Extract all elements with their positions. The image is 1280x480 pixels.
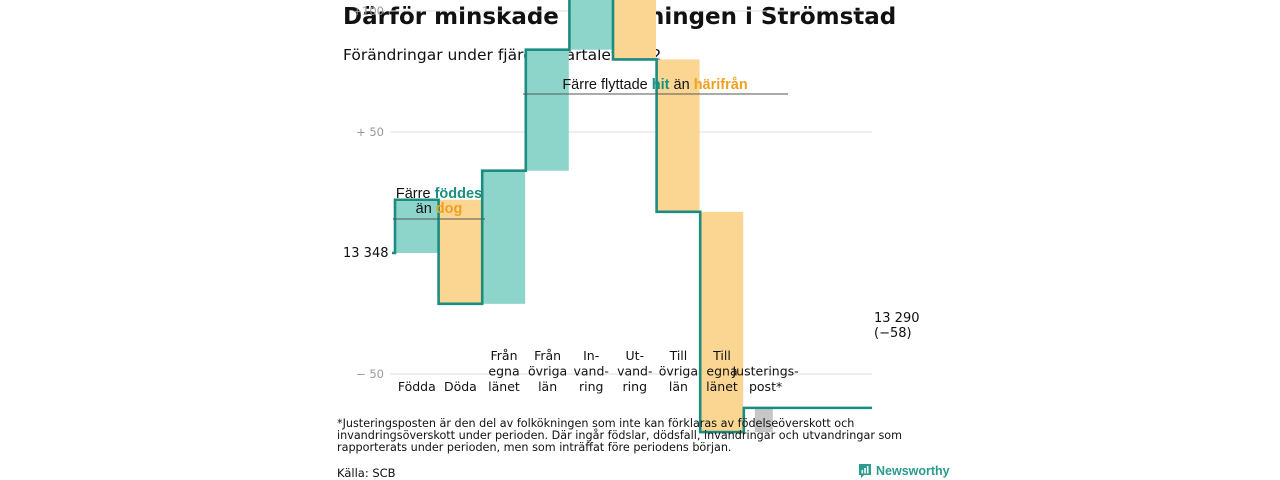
running-total-line: [392, 0, 872, 434]
annotation-emphasis-born: föddes: [435, 186, 483, 202]
footnote: *Justeringsposten är den del av folkökni…: [337, 417, 903, 454]
y-axis-tick-labels: +100 + 50 − 50: [352, 4, 384, 381]
bar-inflow: [482, 170, 526, 304]
annotation-emphasis-died: dog: [436, 201, 463, 217]
y-tick-label: + 50: [356, 125, 384, 139]
annotation-text: Färre: [396, 186, 431, 202]
newsworthy-icon: [859, 464, 871, 478]
category-label: Från egna länet: [488, 348, 520, 394]
annotation-text: Färre flyttade: [562, 77, 647, 93]
brand-logo: Newsworthy: [858, 463, 950, 479]
bars: [395, 0, 773, 433]
end-change-label: (−58): [874, 326, 912, 341]
source: Källa: SCB: [337, 466, 396, 480]
category-label: Justerings-post*: [731, 364, 798, 395]
start-value-label: 13 348: [343, 246, 389, 261]
y-tick-label: − 50: [356, 367, 384, 381]
bar-inflow: [569, 0, 613, 50]
category-label: Födda: [398, 379, 436, 394]
category-label: Från övriga län: [528, 348, 567, 394]
bar-outflow: [656, 59, 700, 212]
running-total-line: [392, 0, 872, 434]
bar-inflow: [525, 49, 569, 171]
category-label: In-vand-ring: [573, 348, 608, 394]
annotation-emphasis-hit: hit: [652, 77, 670, 93]
y-tick-label: +100: [352, 4, 384, 18]
births-deaths-annotation: Färre föddes än dog: [393, 186, 485, 220]
category-label: Döda: [444, 379, 477, 394]
svg-text:Färre föddes: Färre föddes: [396, 186, 482, 202]
end-value-label: 13 290: [874, 311, 920, 326]
bar-outflow: [613, 0, 656, 60]
brand-name: Newsworthy: [876, 464, 950, 478]
bar-adjustment: [754, 407, 773, 433]
category-label: Ut-vand-ring: [617, 348, 652, 394]
category-label: Till övriga län: [659, 348, 698, 394]
bar-inflow: [395, 199, 438, 253]
annotation-text: än: [674, 77, 690, 93]
migration-annotation: Färre flyttade hit än härifrån: [523, 77, 788, 95]
bar-outflow: [438, 199, 482, 304]
page-subtitle: Förändringar under fjärde kvartalet 2022: [343, 46, 662, 64]
annotation-emphasis-harifran: härifrån: [694, 77, 748, 93]
svg-text:Färre flyttade hit: Färre flyttade hit än härifrån: [562, 77, 747, 93]
svg-text:än dog: än dog: [416, 201, 463, 217]
bar-outflow: [700, 211, 744, 433]
annotation-text: än: [416, 201, 432, 217]
category-label: Till egna länet: [706, 348, 738, 394]
